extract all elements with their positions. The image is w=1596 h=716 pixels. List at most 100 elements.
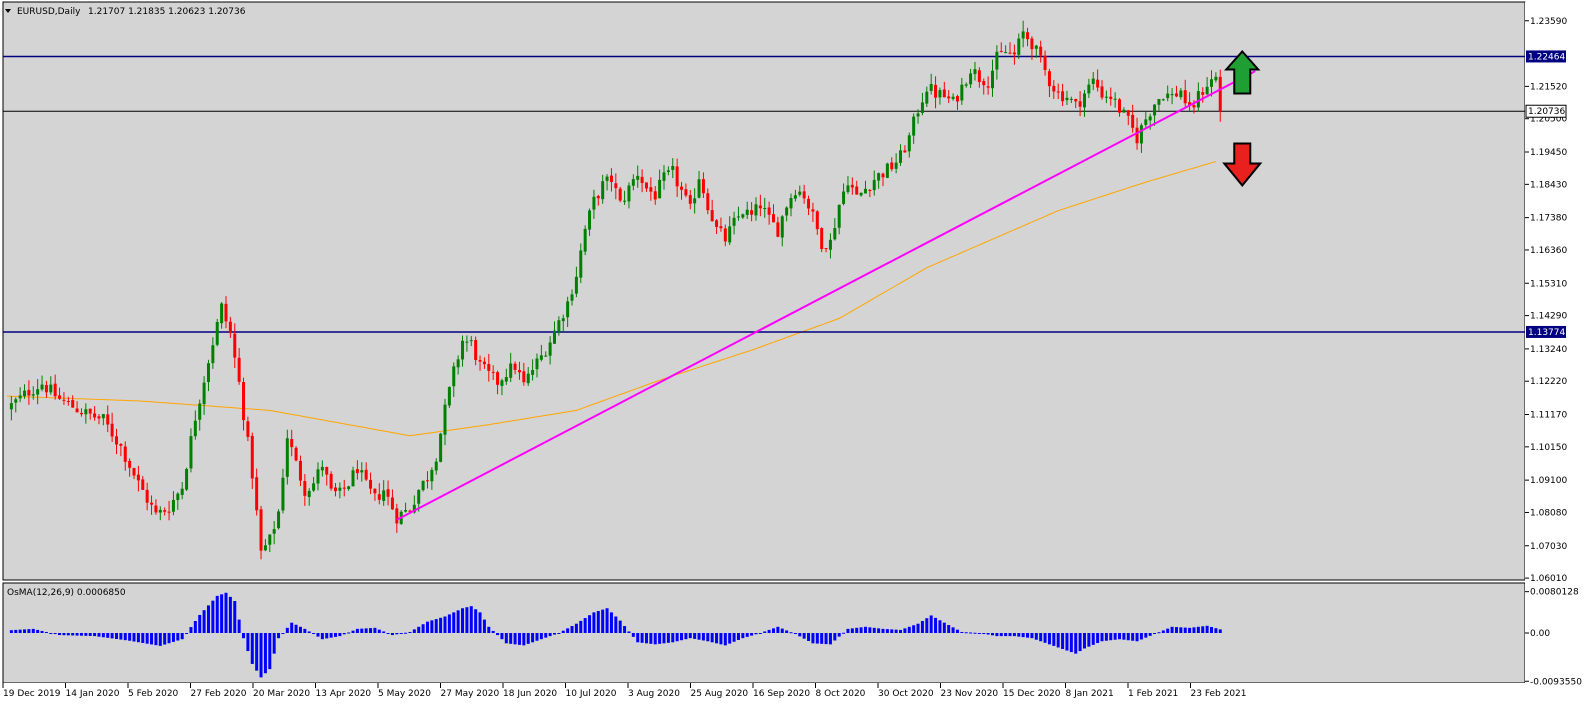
candle-body [666, 170, 670, 173]
candle-body [355, 469, 359, 474]
candle-body [1091, 78, 1095, 84]
candle-body [811, 209, 815, 212]
candle-body [596, 196, 600, 199]
candle-body [44, 385, 48, 393]
osma-bar [815, 633, 819, 644]
candle-body [942, 89, 946, 98]
osma-bar [605, 608, 609, 633]
osma-bar [1012, 633, 1016, 637]
candle-body [710, 210, 714, 222]
osma-tick-label: 0.00 [1530, 629, 1550, 639]
osma-bar [158, 633, 162, 646]
price-tick-label: 1.23590 [1530, 17, 1567, 27]
candle-body [395, 508, 399, 524]
candle-body [767, 207, 771, 215]
candle-body [960, 84, 964, 101]
osma-bar [627, 631, 631, 633]
osma-bar [1183, 627, 1187, 633]
osma-bar [1087, 633, 1091, 647]
time-tick-label: 5 May 2020 [378, 689, 431, 699]
candle-body [491, 371, 495, 373]
candle-body [969, 73, 973, 85]
osma-bar [465, 607, 469, 633]
osma-bar [334, 633, 337, 637]
candle-body [31, 394, 35, 396]
osma-bar [246, 633, 250, 652]
candle-body [298, 460, 302, 481]
candle-body [1026, 32, 1030, 40]
candle-body [150, 502, 154, 505]
candle-body [557, 320, 561, 332]
candle-body [23, 390, 27, 397]
symbol-timeframe: EURUSD,Daily [17, 7, 81, 17]
price-tick-label: 1.15310 [1530, 279, 1567, 289]
candle-body [1065, 97, 1069, 101]
candle-body [136, 474, 140, 481]
candle-body [1201, 92, 1205, 95]
candle-body [745, 209, 749, 215]
candle-body [185, 468, 189, 490]
osma-bar [662, 633, 666, 644]
candle-body [325, 467, 329, 475]
candle-body [798, 191, 802, 195]
osma-bar [408, 631, 412, 633]
candle-body [334, 487, 337, 492]
osma-bar [1056, 633, 1060, 648]
osma-bar [658, 633, 662, 644]
candle-body [377, 494, 381, 500]
osma-bar [347, 632, 351, 634]
candle-body [570, 294, 574, 301]
candle-body [88, 408, 92, 414]
candle-body [167, 511, 171, 513]
candle-body [1100, 86, 1104, 98]
osma-bar [763, 631, 767, 633]
osma-bar [728, 633, 732, 644]
candle-body [872, 179, 876, 191]
osma-bar [955, 629, 959, 633]
candle-body [728, 226, 732, 243]
osma-bar [487, 626, 491, 633]
candle-body [119, 444, 123, 446]
price-tick-label: 1.19450 [1530, 148, 1567, 158]
osma-bar [789, 632, 793, 634]
osma-bar [903, 628, 907, 633]
candle-body [478, 360, 482, 362]
candle-body [180, 488, 184, 495]
candle-body [504, 377, 508, 382]
osma-bar [1109, 633, 1113, 641]
osma-bar [553, 633, 556, 635]
candle-body [1166, 93, 1170, 99]
osma-bar [820, 633, 824, 644]
candle-body [802, 191, 806, 199]
candle-body [820, 228, 824, 250]
osma-bar [776, 626, 780, 633]
candle-body [877, 173, 881, 181]
candle-body [850, 184, 854, 188]
candle-body [443, 404, 447, 435]
osma-bar [894, 629, 898, 633]
osma-bar [40, 630, 44, 633]
down-arrow-icon [1222, 142, 1263, 188]
osma-bar [1017, 633, 1021, 637]
candle-body [408, 510, 412, 512]
osma-bar [859, 627, 863, 633]
osma-bar [977, 633, 981, 634]
osma-bar [263, 633, 267, 674]
menu-triangle-icon[interactable] [5, 9, 11, 13]
candle-body [715, 220, 719, 227]
level-price-tag-bg [1526, 50, 1566, 63]
candle-body [259, 509, 263, 551]
candle-body [171, 499, 175, 512]
osma-bar [780, 628, 784, 633]
osma-bar [951, 627, 955, 633]
candle-body [206, 363, 210, 383]
osma-bar [110, 633, 114, 639]
candle-body [14, 399, 18, 403]
candle-body [894, 162, 898, 169]
candle-body [417, 489, 421, 504]
price-tick-label: 1.06010 [1530, 574, 1567, 584]
candle-body [899, 150, 903, 163]
candle-body [863, 188, 867, 194]
candle-body [640, 176, 644, 183]
osma-bar [447, 614, 451, 633]
